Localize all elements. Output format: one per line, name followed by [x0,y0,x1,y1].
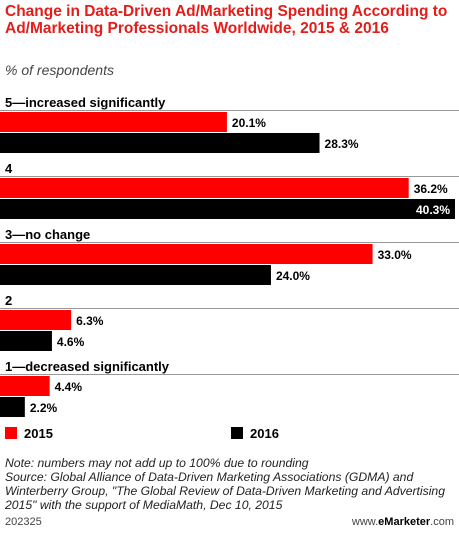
bar-2015-2 [0,310,72,330]
data-label-2016-4: 40.3% [416,203,450,217]
chart-subtitle: % of respondents [5,62,114,78]
legend-item-2016: 2016 [231,426,279,441]
brand-prefix: www. [351,516,379,528]
data-label-2016-1-decreased-significantly: 2.2% [30,401,58,415]
data-label-2015-4: 36.2% [414,182,448,196]
chart-notes: Note: numbers may not add up to 100% due… [5,456,455,512]
note-text: Note: numbers may not add up to 100% due… [5,456,309,470]
data-label-2016-3-no-change: 24.0% [276,269,310,283]
legend-label-2015: 2015 [24,426,53,441]
category-label-1-decreased-significantly: 1—decreased significantly [5,359,170,374]
category-label-3-no-change: 3—no change [5,227,90,242]
data-label-2015-3-no-change: 33.0% [378,248,412,262]
legend-swatch-2015 [5,427,17,439]
footer: 202325 www.eMarketer.com [0,514,459,533]
data-label-2016-2: 4.6% [57,335,85,349]
bar-chart: 5—increased significantly 20.1% 28.3% 4 36.2… [0,95,459,417]
bar-2016-1-decreased-significantly [0,397,25,417]
bar-2015-4 [0,178,409,198]
bar-2016-4 [0,199,455,219]
bar-2016-3-no-change [0,265,271,285]
brand-suffix: .com [430,516,454,528]
category-label-2: 2 [5,293,12,308]
legend-label-2016: 2016 [250,426,279,441]
bar-2016-5-increased-significantly [0,133,320,153]
data-label-2015-2: 6.3% [76,314,104,328]
bar-2015-3-no-change [0,244,373,264]
chart-title: Change in Data-Driven Ad/Marketing Spend… [5,3,448,37]
bar-2015-5-increased-significantly [0,112,227,132]
legend-item-2015: 2015 [5,426,53,441]
chart-id: 202325 [5,516,42,528]
source-text: Source: Global Alliance of Data-Driven M… [5,470,445,512]
legend-swatch-2016 [231,427,243,439]
brand-name: eMarketer [378,516,431,528]
brand-link[interactable]: www.eMarketer.com [352,516,454,528]
data-label-2016-5-increased-significantly: 28.3% [325,137,359,151]
bar-2015-1-decreased-significantly [0,376,50,396]
data-label-2015-1-decreased-significantly: 4.4% [55,380,83,394]
category-label-4: 4 [5,161,13,176]
category-label-5-increased-significantly: 5—increased significantly [5,95,166,110]
data-label-2015-5-increased-significantly: 20.1% [232,116,266,130]
bar-2016-2 [0,331,52,351]
